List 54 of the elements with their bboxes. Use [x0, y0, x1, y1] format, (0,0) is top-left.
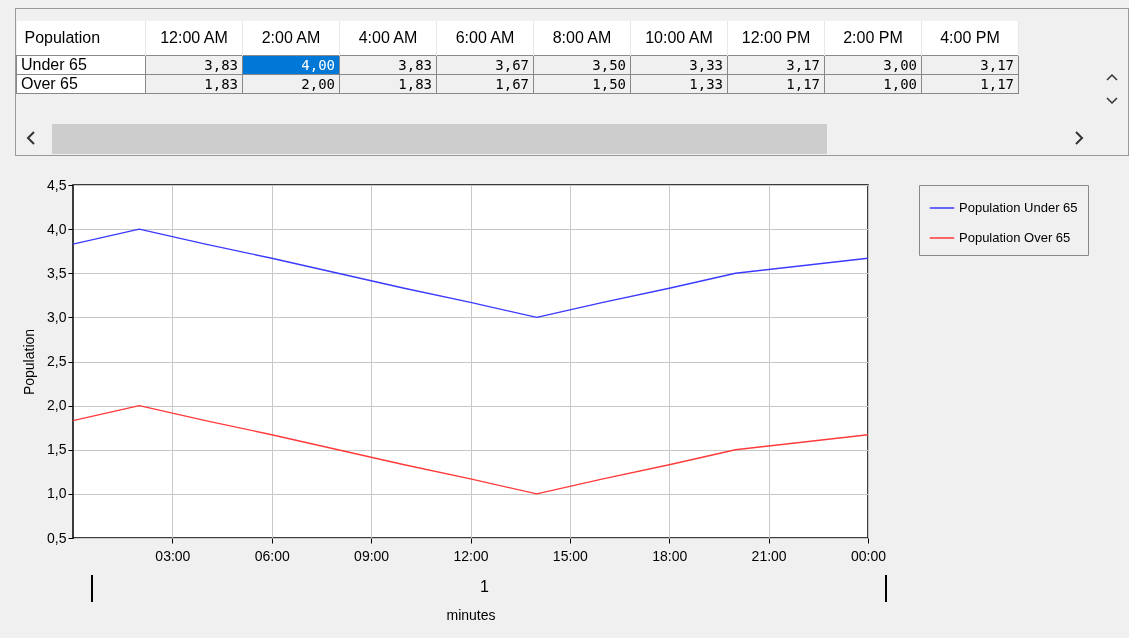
x-tick-label: 4:00 AM	[339, 21, 437, 56]
data-label: 3,33	[630, 55, 728, 75]
y-tick-label: 3,0	[47, 308, 67, 325]
y-tick-label: 1,5	[47, 441, 67, 458]
y-tick-label: 4,5	[47, 176, 67, 193]
x-tick-label: 8:00 AM	[533, 21, 631, 56]
x-tick-label: 2:00 PM	[824, 21, 922, 56]
x-tick-label: 4:00 PM	[921, 21, 1019, 56]
y-tick-label: 4,0	[47, 220, 67, 237]
data-label: 3,67	[436, 55, 534, 75]
text: 1	[480, 578, 489, 596]
x-tick-label: 15:00	[552, 547, 589, 564]
data-label: 4,00	[242, 55, 340, 75]
data-label: 1,83	[339, 74, 437, 94]
x-tick-label: 12:00	[453, 547, 489, 564]
x-tick-label: 18:00	[652, 547, 688, 564]
x-tick-label: 03:00	[155, 547, 191, 564]
x-tick-label: 2:00 AM	[242, 21, 340, 56]
y-tick-label: 3,5	[47, 264, 67, 281]
x-tick-label: 10:00 AM	[630, 21, 728, 56]
y-tick-label: 2,5	[47, 353, 67, 369]
y-tick-label: 1,0	[47, 485, 67, 502]
data-label: 3,17	[921, 55, 1019, 75]
line-series	[72, 404, 869, 495]
data-label: 1,83	[145, 74, 243, 94]
y-tick-label: Under 65	[16, 55, 146, 75]
legend-label: Population Under 65	[959, 200, 1078, 215]
x-tick-label: 21:00	[751, 547, 787, 564]
data-label: 1,67	[436, 74, 534, 94]
data-label: 1,17	[727, 74, 825, 94]
x-tick-label: 12:00 AM	[145, 21, 243, 56]
data-label: 2,00	[242, 74, 340, 94]
data-label: 3,00	[824, 55, 922, 75]
y-tick-label: Over 65	[16, 74, 146, 94]
data-label: 3,83	[145, 55, 243, 75]
x-tick-label: 00:00	[850, 547, 887, 564]
x-tick-label: 09:00	[354, 547, 390, 564]
x-tick-label: 6:00 AM	[436, 21, 534, 56]
data-label: 3,50	[533, 55, 631, 75]
data-label: 1,33	[630, 74, 728, 94]
data-label: 1,17	[921, 74, 1019, 94]
x-tick-label: 12:00 PM	[727, 21, 825, 56]
legend-label: Population Over 65	[959, 230, 1071, 245]
line-series	[72, 228, 869, 319]
data-label: 3,83	[339, 55, 437, 75]
x-axis-title: minutes	[446, 606, 496, 623]
data-label: 3,17	[727, 55, 825, 75]
y-axis-title: Population	[21, 328, 38, 396]
y-tick-label: 0,5	[47, 529, 67, 546]
data-label: 1,00	[824, 74, 922, 94]
chart-title: Population	[16, 21, 146, 56]
y-tick-label: 2,0	[47, 397, 67, 414]
data-label: 1,50	[533, 74, 631, 94]
x-tick-label: 06:00	[254, 547, 290, 564]
